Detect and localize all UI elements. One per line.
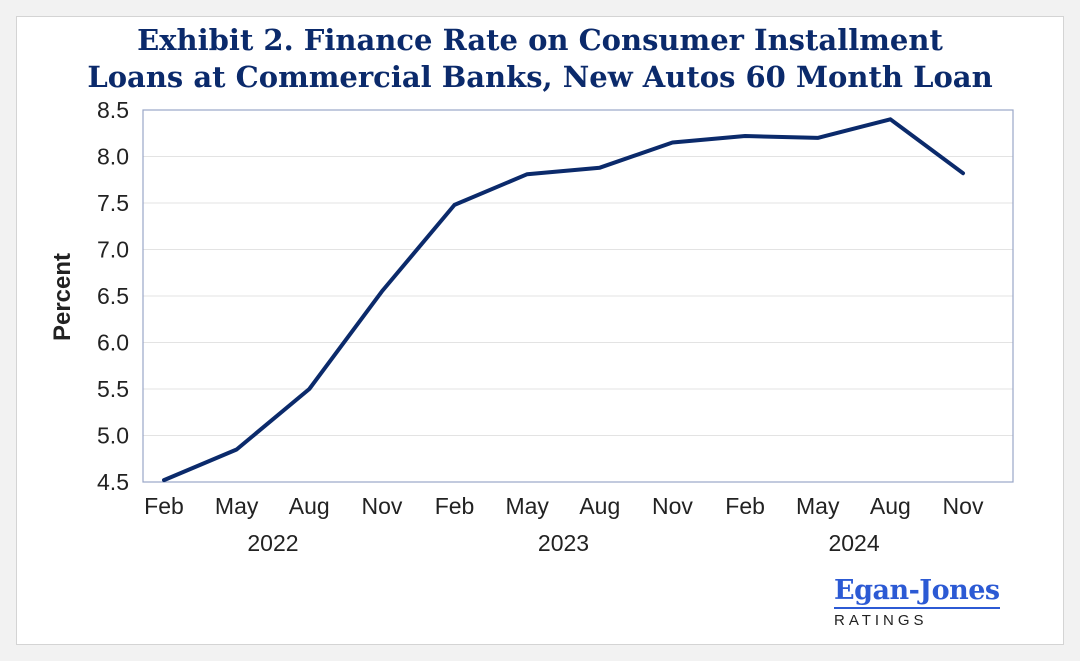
x-tick-label: May bbox=[505, 493, 549, 519]
x-tick-label: Nov bbox=[652, 493, 693, 519]
year-labels: 2022 2023 2024 bbox=[247, 530, 879, 556]
y-tick-label: 8.0 bbox=[97, 144, 129, 170]
x-tick-label: May bbox=[796, 493, 840, 519]
y-tick-label: 6.5 bbox=[97, 283, 129, 309]
y-tick-labels: 4.5 5.0 5.5 6.0 6.5 7.0 7.5 8.0 8.5 bbox=[97, 97, 129, 495]
y-tick-label: 4.5 bbox=[97, 469, 129, 495]
x-tick-labels: Feb May Aug Nov Feb May Aug Nov Feb May Aug Nov bbox=[144, 493, 984, 519]
x-tick-label: Nov bbox=[361, 493, 402, 519]
y-axis-label: Percent bbox=[49, 253, 76, 341]
x-tick-label: Aug bbox=[870, 493, 911, 519]
x-tick-label: Aug bbox=[289, 493, 330, 519]
y-tick-label: 5.5 bbox=[97, 376, 129, 402]
year-label: 2023 bbox=[538, 530, 589, 556]
chart-title-line-2: Loans at Commercial Banks, New Autos 60 … bbox=[87, 60, 993, 94]
logo-name: Egan-Jones bbox=[834, 575, 1000, 606]
plot-frame bbox=[142, 109, 1014, 483]
series-line bbox=[162, 117, 965, 483]
y-tick-label: 8.5 bbox=[97, 97, 129, 123]
chart-title: Exhibit 2. Finance Rate on Consumer Inst… bbox=[0, 22, 1080, 96]
year-label: 2024 bbox=[828, 530, 879, 556]
series-group bbox=[162, 117, 965, 483]
y-tick-label: 6.0 bbox=[97, 330, 129, 356]
y-tick-label: 7.5 bbox=[97, 190, 129, 216]
x-tick-label: Aug bbox=[579, 493, 620, 519]
y-tick-label: 5.0 bbox=[97, 423, 129, 449]
x-tick-label: Nov bbox=[943, 493, 984, 519]
x-tick-label: May bbox=[215, 493, 259, 519]
logo-rule bbox=[834, 607, 1000, 609]
logo-subtitle: RATINGS bbox=[834, 612, 928, 629]
x-tick-label: Feb bbox=[144, 493, 184, 519]
grid-lines bbox=[143, 156, 1013, 436]
chart-title-line-1: Exhibit 2. Finance Rate on Consumer Inst… bbox=[137, 23, 943, 57]
egan-jones-logo: Egan-Jones RATINGS bbox=[834, 576, 1004, 629]
x-tick-label: Feb bbox=[435, 493, 475, 519]
x-tick-label: Feb bbox=[725, 493, 765, 519]
year-label: 2022 bbox=[247, 530, 298, 556]
y-tick-label: 7.0 bbox=[97, 237, 129, 263]
